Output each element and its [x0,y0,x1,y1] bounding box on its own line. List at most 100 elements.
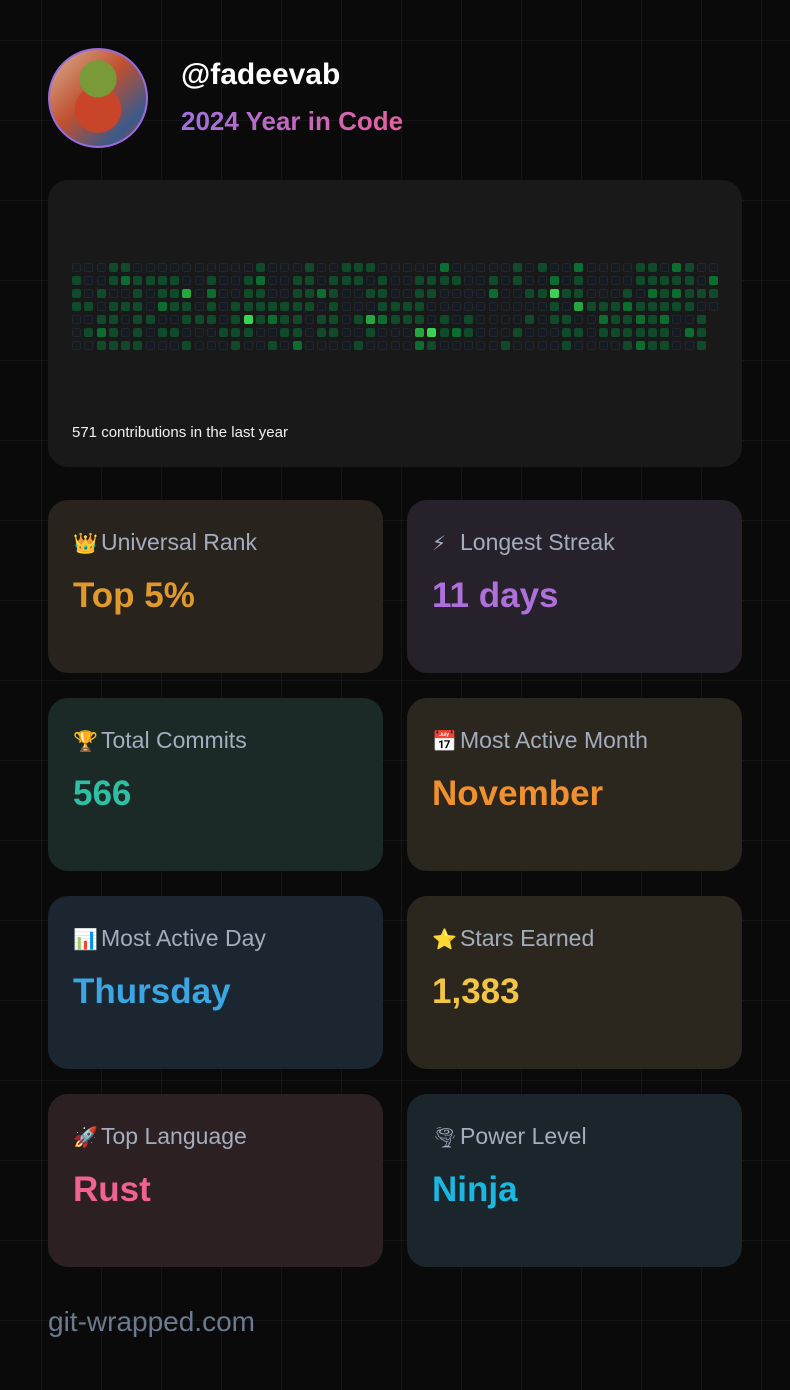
contribution-day [304,315,314,324]
contribution-day [219,341,228,350]
contribution-day [182,328,192,337]
contribution-day [598,315,608,324]
contribution-day [292,302,302,311]
contribution-day [108,328,118,337]
contribution-day [292,276,302,285]
contribution-day [476,302,486,311]
contribution-day [157,276,167,285]
contribution-day [451,328,461,337]
stat-value: Thursday [73,972,231,1011]
contribution-day [133,315,143,324]
contribution-day [170,276,179,285]
contribution-day [366,341,375,350]
contribution-day [353,341,363,350]
contribution-day [402,341,412,350]
contribution-day [464,328,473,337]
contribution-day [108,263,118,272]
contribution-day [243,302,253,311]
contribution-day [84,263,94,272]
contribution-day [255,263,265,272]
contribution-day [464,263,473,272]
contribution-day [182,341,192,350]
contribution-day [586,341,596,350]
contribution-day [402,289,412,298]
contribution-day [451,302,461,311]
contribution-day [145,289,155,298]
contribution-day [488,289,498,298]
contribution-day [635,315,645,324]
contribution-day [219,302,228,311]
contribution-day [684,328,694,337]
contribution-day [488,315,498,324]
contribution-day [317,328,326,337]
contribution-day [243,328,253,337]
contribution-day [329,315,339,324]
contribution-day [660,315,669,324]
contribution-day [488,328,498,337]
contribution-day [439,328,449,337]
contribution-day [292,315,302,324]
contribution-day [709,263,718,272]
contribution-day [635,263,645,272]
contribution-day [451,263,461,272]
stat-label: 👑 Universal Rank [73,529,257,556]
contribution-day [329,328,339,337]
contribution-day [390,341,400,350]
contribution-day [304,276,314,285]
contribution-day [353,263,363,272]
contribution-day [537,302,547,311]
contribution-day [513,302,522,311]
contribution-day [476,276,486,285]
contribution-day [206,302,216,311]
stat-value: 566 [73,774,132,813]
contribution-day [206,315,216,324]
contribution-day [635,276,645,285]
stat-card-universal-rank: 👑 Universal Rank Top 5% [48,500,383,673]
stat-value: Top 5% [73,576,195,615]
contribution-day [280,315,290,324]
contribution-day [500,315,510,324]
stat-label-text: Most Active Day [101,925,266,951]
contribution-day [537,328,547,337]
contribution-day [72,302,81,311]
contribution-day [194,263,204,272]
contribution-day [660,341,669,350]
contribution-day [255,276,265,285]
contribution-day [280,341,290,350]
contribution-day [684,341,694,350]
contribution-day [562,315,571,324]
contribution-day [513,289,522,298]
contribution-day [549,341,559,350]
contribution-day [243,276,253,285]
rocket-icon: 🚀 [73,1127,98,1149]
contribution-day [611,276,620,285]
contribution-day [549,302,559,311]
stat-value: 11 days [432,576,559,615]
contribution-day [84,289,94,298]
contribution-day [317,315,326,324]
contribution-day [537,263,547,272]
contribution-day [108,302,118,311]
contribution-day [231,276,241,285]
contribution-day [378,315,388,324]
contribution-day [549,328,559,337]
contribution-day [672,328,682,337]
contribution-day [574,302,584,311]
contribution-day [586,276,596,285]
contribution-day [500,328,510,337]
contribution-day [219,328,228,337]
contribution-day [513,315,522,324]
contribution-day [427,276,437,285]
contribution-day [243,263,253,272]
contribution-day [635,289,645,298]
stat-label-text: Power Level [460,1123,587,1149]
contribution-day [439,263,449,272]
contribution-day [341,289,351,298]
contribution-day [353,302,363,311]
contribution-day [562,302,571,311]
contribution-day [231,341,241,350]
contribution-day [660,263,669,272]
contribution-day [133,302,143,311]
contribution-day [194,328,204,337]
contribution-day [647,302,657,311]
